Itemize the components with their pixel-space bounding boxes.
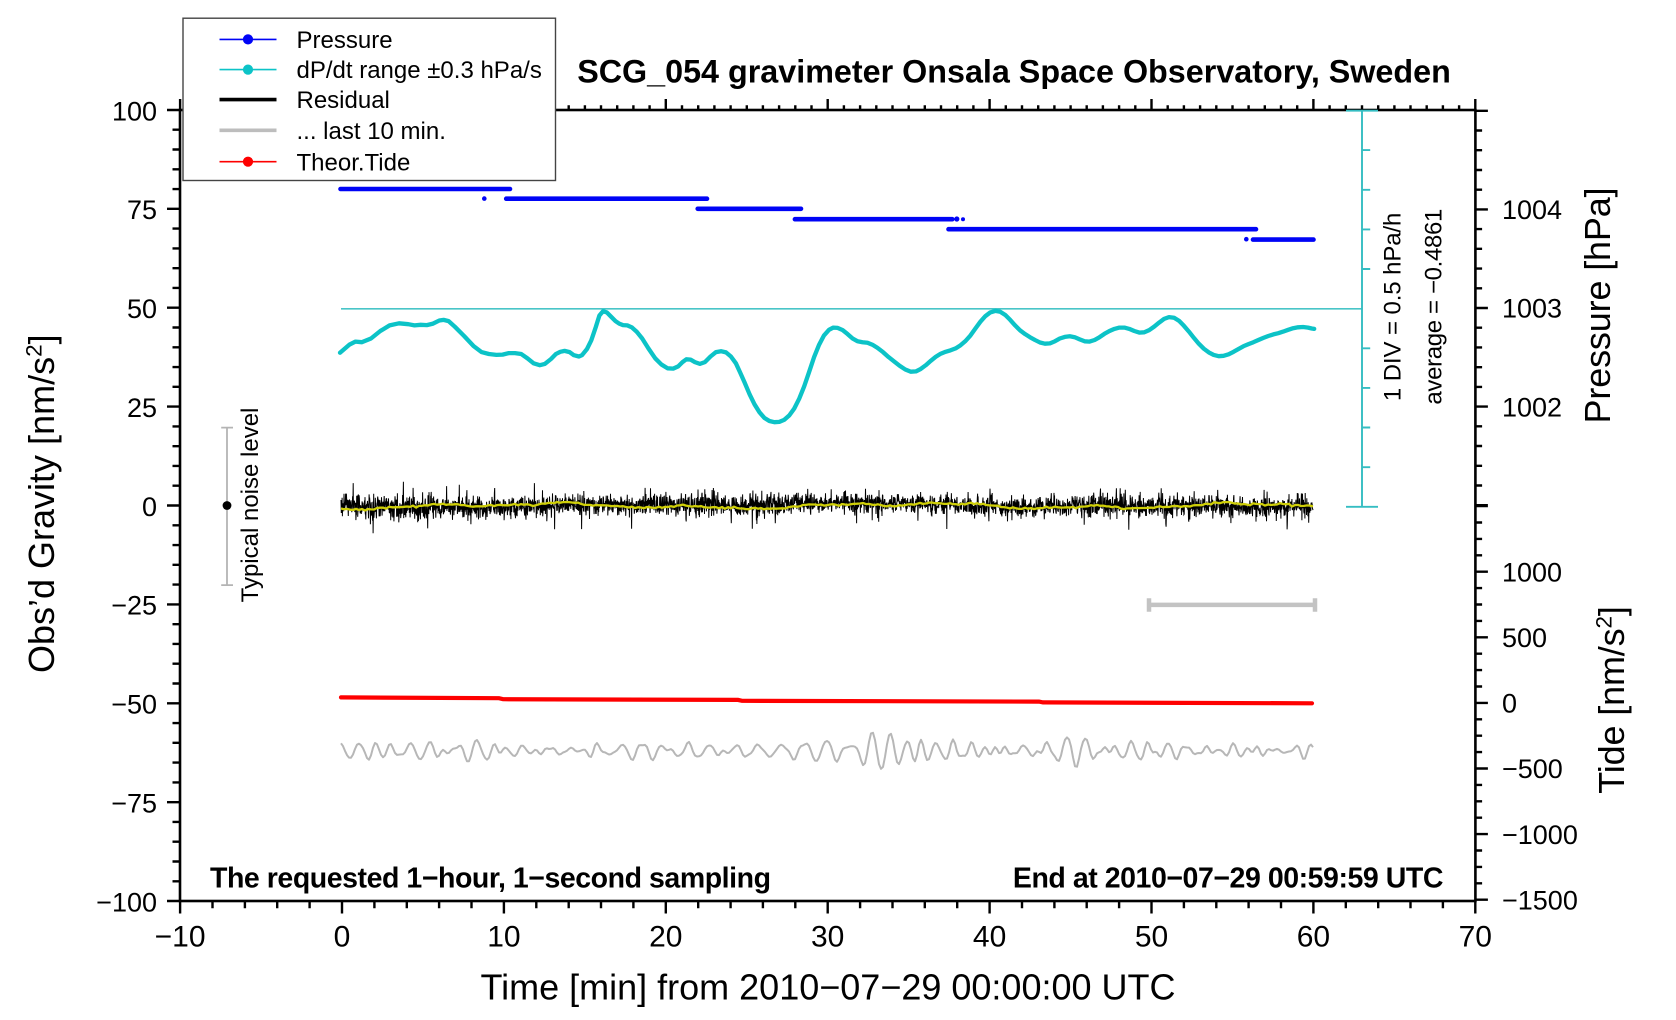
svg-text:1003: 1003 xyxy=(1502,294,1562,324)
svg-text:10: 10 xyxy=(487,920,520,953)
svg-text:1002: 1002 xyxy=(1502,392,1562,422)
svg-text:20: 20 xyxy=(649,920,682,953)
svg-text:−10: −10 xyxy=(155,920,206,953)
svg-text:−1000: −1000 xyxy=(1502,820,1578,850)
svg-text:1000: 1000 xyxy=(1502,557,1562,587)
svg-text:0: 0 xyxy=(334,920,351,953)
svg-text:SCG_054 gravimeter Onsala Spac: SCG_054 gravimeter Onsala Space Observat… xyxy=(577,54,1451,90)
svg-text:30: 30 xyxy=(811,920,844,953)
svg-text:0: 0 xyxy=(1502,689,1517,719)
svg-text:100: 100 xyxy=(112,96,157,126)
svg-text:Tide [nm/s2]: Tide [nm/s2] xyxy=(1591,606,1632,793)
svg-text:−75: −75 xyxy=(111,789,157,819)
svg-text:−25: −25 xyxy=(111,591,157,621)
svg-text:The requested 1−hour, 1−second: The requested 1−hour, 1−second sampling xyxy=(210,863,771,895)
svg-text:−1500: −1500 xyxy=(1502,885,1578,915)
svg-text:dP/dt range ±0.3 hPa/s: dP/dt range ±0.3 hPa/s xyxy=(297,57,542,84)
svg-text:40: 40 xyxy=(973,920,1006,953)
svg-text:50: 50 xyxy=(1135,920,1168,953)
svg-text:Residual: Residual xyxy=(297,87,390,114)
svg-text:End at 2010−07−29 00:59:59 UTC: End at 2010−07−29 00:59:59 UTC xyxy=(1013,863,1443,895)
svg-text:75: 75 xyxy=(127,195,157,225)
svg-text:−100: −100 xyxy=(96,887,157,917)
svg-text:1 DIV = 0.5 hPa/h: 1 DIV = 0.5 hPa/h xyxy=(1380,213,1407,401)
svg-text:average = −0.4861: average = −0.4861 xyxy=(1420,209,1447,405)
svg-text:0: 0 xyxy=(142,492,157,522)
svg-text:Pressure [hPa]: Pressure [hPa] xyxy=(1577,187,1618,423)
svg-text:Typical noise level: Typical noise level xyxy=(237,408,264,603)
svg-text:−50: −50 xyxy=(111,690,157,720)
svg-text:−500: −500 xyxy=(1502,754,1563,784)
svg-text:50: 50 xyxy=(127,294,157,324)
svg-text:1004: 1004 xyxy=(1502,195,1562,225)
svg-text:Pressure: Pressure xyxy=(297,27,393,54)
svg-text:... last 10 min.: ... last 10 min. xyxy=(297,118,446,145)
svg-text:500: 500 xyxy=(1502,623,1547,653)
svg-text:70: 70 xyxy=(1459,920,1492,953)
svg-text:25: 25 xyxy=(127,393,157,423)
svg-text:Obs’d Gravity [nm/s2]: Obs’d Gravity [nm/s2] xyxy=(21,334,62,673)
svg-text:Theor.Tide: Theor.Tide xyxy=(297,149,411,176)
svg-text:Time [min] from 2010−07−29 00:: Time [min] from 2010−07−29 00:00:00 UTC xyxy=(480,967,1175,1008)
svg-text:60: 60 xyxy=(1297,920,1330,953)
